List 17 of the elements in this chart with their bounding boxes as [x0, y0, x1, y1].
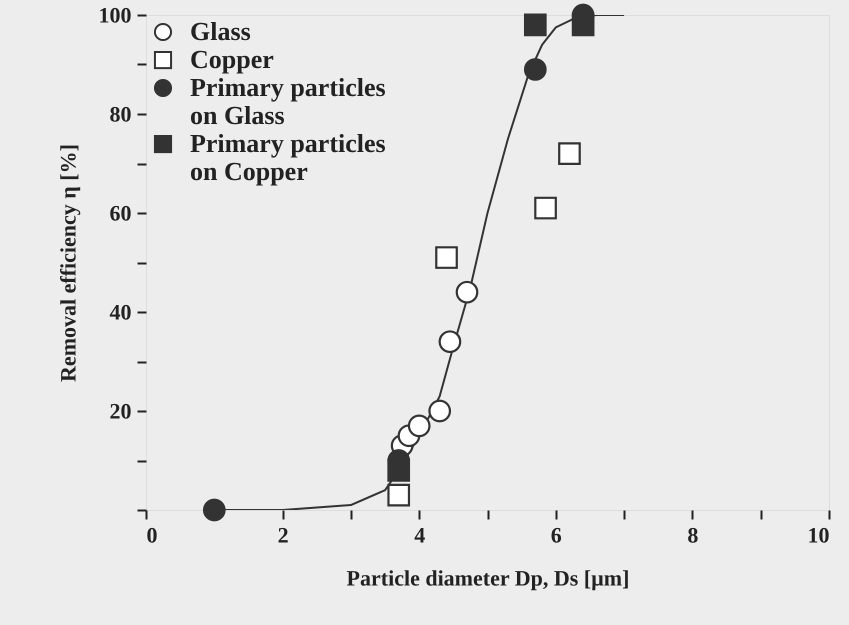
y-tick-label: 40 [110, 300, 132, 324]
x-axis-title: Particle diameter Dp, Ds [µm] [346, 566, 630, 590]
y-tick-label: 80 [110, 102, 132, 126]
legend-label: Primary particles on Copper [190, 129, 386, 186]
x-tick-label: 0 [146, 522, 158, 548]
legend-label: Glass [190, 17, 251, 46]
legend-label: Copper [190, 45, 274, 74]
y-tick-label: 20 [110, 398, 132, 424]
y-tick-label: 100 [98, 2, 132, 28]
x-tick-label: 6 [550, 522, 562, 548]
y-axis-title: Removal efficiency η [%] [56, 144, 80, 382]
x-tick-label: 8 [687, 522, 698, 548]
legend-label: Primary particles on Glass [190, 73, 386, 130]
x-tick-label: 2 [278, 522, 289, 548]
y-tick-label: 60 [110, 200, 132, 226]
x-tick-label: 10 [808, 522, 830, 548]
x-tick-label: 4 [414, 522, 426, 548]
